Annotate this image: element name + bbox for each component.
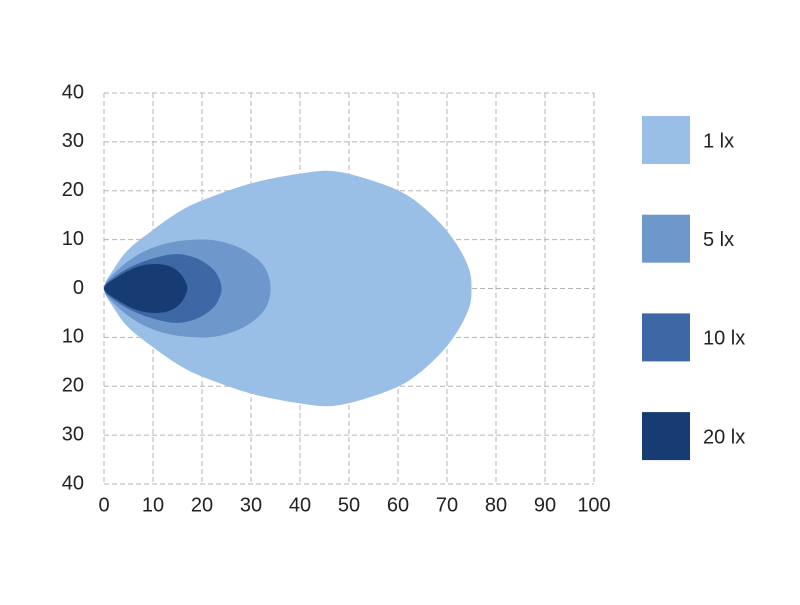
legend-label: 10 lx: [703, 328, 745, 350]
y-tick-label: 40: [62, 81, 84, 103]
legend-label: 1 lx: [703, 130, 734, 152]
y-tick-label: 30: [62, 423, 84, 445]
x-tick-label: 90: [534, 494, 556, 516]
y-tick-label: 10: [62, 326, 84, 348]
x-tick-label: 50: [338, 494, 360, 516]
x-tick-label: 30: [240, 494, 262, 516]
y-tick-label: 30: [62, 130, 84, 152]
isolux-area: [104, 170, 472, 407]
x-tick-label: 60: [387, 494, 409, 516]
x-tick-label: 70: [436, 494, 458, 516]
legend-swatch: [642, 214, 690, 263]
x-tick-label: 40: [289, 494, 311, 516]
x-tick-label: 80: [485, 494, 507, 516]
y-tick-label: 10: [62, 228, 84, 250]
y-tick-label: 0: [73, 277, 84, 299]
x-tick-label: 0: [98, 494, 109, 516]
x-tick-label: 20: [191, 494, 213, 516]
x-tick-label: 100: [577, 494, 610, 516]
x-tick-label: 10: [142, 494, 164, 516]
legend-label: 5 lx: [703, 229, 734, 251]
legend-swatch: [642, 116, 690, 164]
y-tick-label: 20: [62, 179, 84, 201]
y-tick-label: 40: [62, 472, 84, 494]
legend-swatch: [642, 313, 690, 362]
legend-swatch: [642, 412, 690, 461]
isolux-area: [104, 264, 188, 313]
legend-label: 20 lx: [703, 426, 745, 448]
y-tick-label: 20: [62, 375, 84, 397]
